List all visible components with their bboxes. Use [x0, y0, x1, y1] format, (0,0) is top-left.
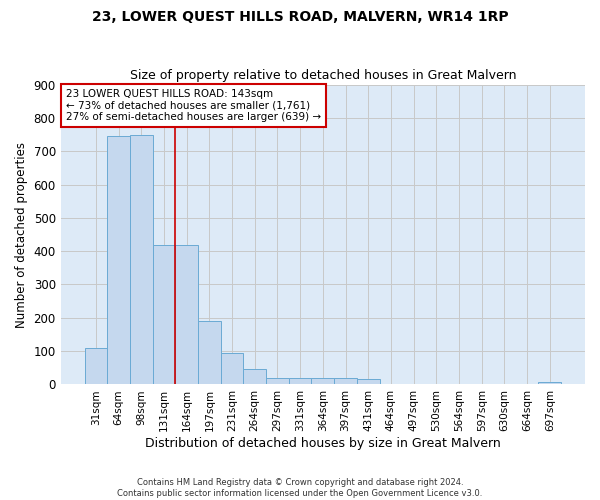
Text: Contains HM Land Registry data © Crown copyright and database right 2024.
Contai: Contains HM Land Registry data © Crown c… [118, 478, 482, 498]
Bar [198, 321, 221, 384]
Bar [152, 244, 175, 384]
Y-axis label: Number of detached properties: Number of detached properties [15, 142, 28, 328]
Bar [266, 378, 289, 384]
Bar [289, 378, 311, 384]
Bar [85, 348, 107, 385]
Bar [221, 353, 244, 384]
Bar [130, 134, 152, 384]
Bar [357, 380, 380, 384]
Bar [244, 370, 266, 384]
Bar [334, 378, 357, 384]
Title: Size of property relative to detached houses in Great Malvern: Size of property relative to detached ho… [130, 69, 516, 82]
Bar [311, 378, 334, 384]
Bar [538, 382, 561, 384]
X-axis label: Distribution of detached houses by size in Great Malvern: Distribution of detached houses by size … [145, 437, 501, 450]
Text: 23, LOWER QUEST HILLS ROAD, MALVERN, WR14 1RP: 23, LOWER QUEST HILLS ROAD, MALVERN, WR1… [92, 10, 508, 24]
Text: 23 LOWER QUEST HILLS ROAD: 143sqm
← 73% of detached houses are smaller (1,761)
2: 23 LOWER QUEST HILLS ROAD: 143sqm ← 73% … [66, 89, 321, 122]
Bar [175, 244, 198, 384]
Bar [107, 136, 130, 384]
